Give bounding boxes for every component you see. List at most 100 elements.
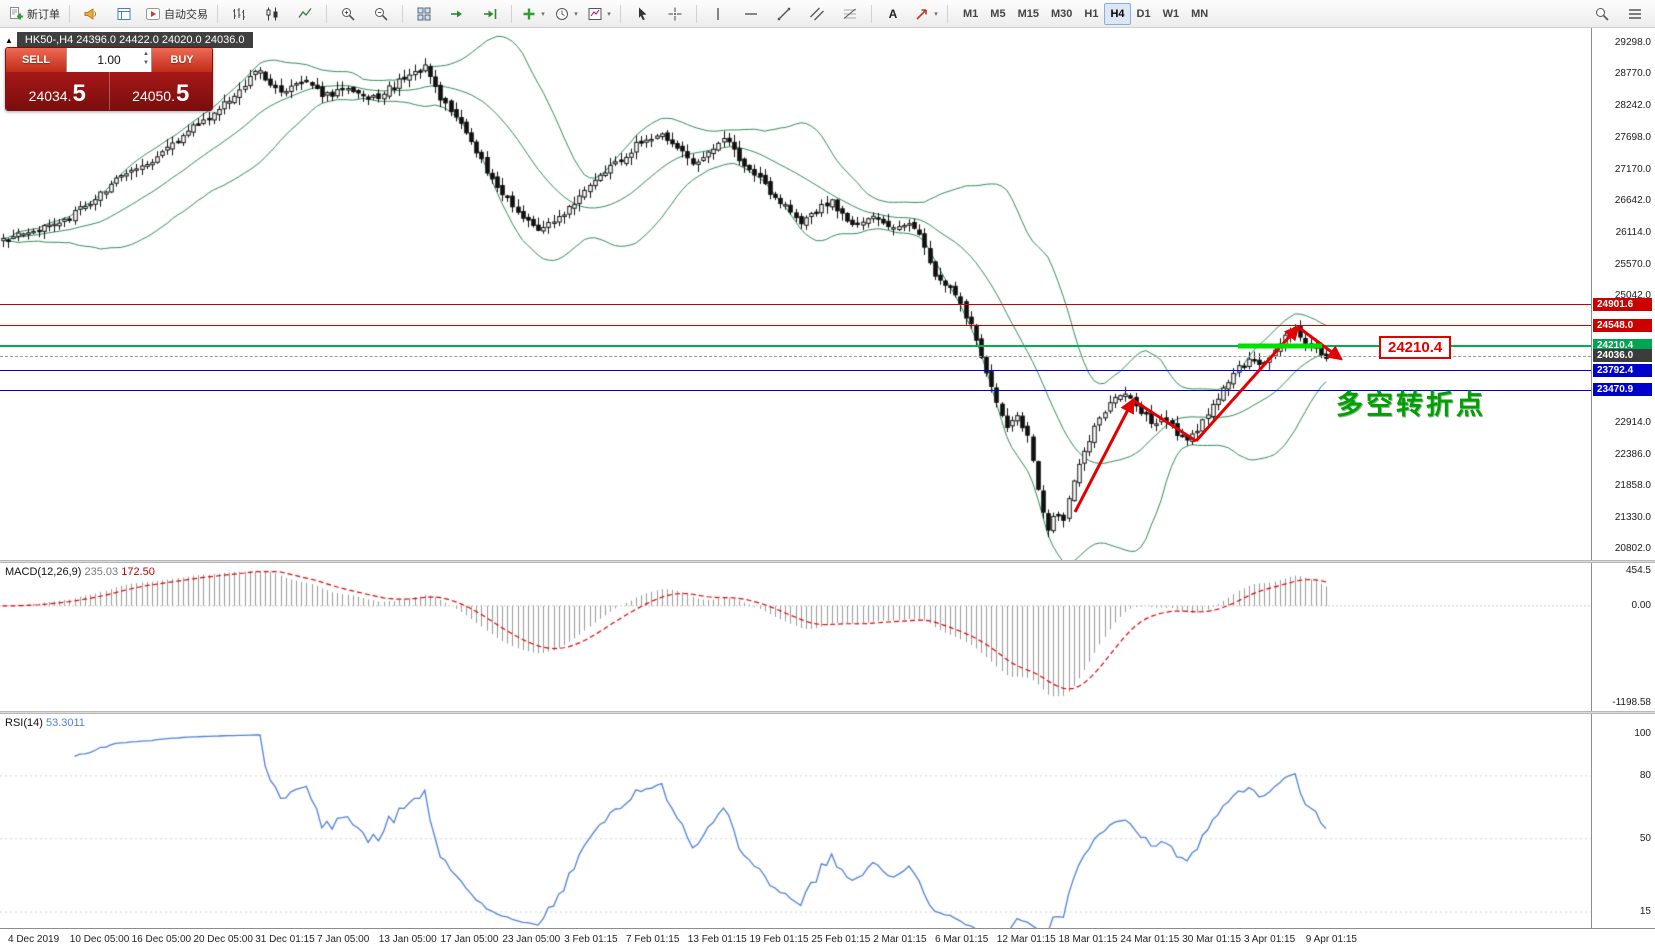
price-axis-label: 27170.0 [1614, 163, 1651, 175]
rsi-axis-label: 100 [1634, 728, 1651, 739]
macd-axis-label: -1198.58 [1612, 697, 1651, 708]
channel-button[interactable] [801, 2, 833, 26]
templates-icon [588, 7, 602, 20]
rsi-axis-label: 50 [1639, 832, 1651, 844]
time-axis-label: 7 Feb 01:15 [626, 934, 680, 945]
sell-price-pip: 5 [72, 80, 86, 107]
data-window-icon [117, 7, 131, 20]
arrows-tool-icon [916, 8, 928, 20]
zoom-in-button[interactable] [332, 2, 364, 26]
text-tool-button[interactable]: A [877, 2, 909, 26]
timeframe-button-w1[interactable]: W1 [1162, 7, 1180, 20]
time-axis-label: 18 Mar 01:15 [1058, 934, 1118, 945]
auto-scroll-icon [451, 10, 462, 17]
chart-shift-button[interactable] [474, 2, 506, 26]
zoom-out-icon [375, 7, 388, 21]
chevron-down-icon: ▾ [607, 10, 611, 18]
arrows-tool-button[interactable]: ▾ [910, 2, 942, 26]
candlestick-chart-button[interactable] [256, 2, 288, 26]
buy-button-label: BUY [170, 54, 194, 66]
vertical-line-icon [717, 7, 719, 20]
trendline-button[interactable] [768, 2, 800, 26]
zoom-out-button[interactable] [365, 2, 397, 26]
data-window-button[interactable] [108, 2, 140, 26]
auto-scroll-button[interactable] [441, 2, 473, 26]
cursor-button[interactable] [626, 2, 658, 26]
chevron-down-icon: ▾ [574, 10, 578, 18]
time-axis-label: 9 Apr 01:15 [1305, 934, 1357, 945]
symbol-ohlc-label: HK50-,H4 24396.0 24422.0 24020.0 24036.0 [16, 32, 253, 48]
timeframe-button-d1[interactable]: D1 [1136, 7, 1151, 20]
rsi-name: RSI(14) [5, 717, 43, 729]
autotrading-button[interactable]: 自动交易 [141, 2, 212, 26]
fibonacci-button[interactable] [834, 2, 866, 26]
turning-point-label[interactable]: 多空转折点 [1336, 390, 1486, 420]
symbol-header: ▲ HK50-,H4 24396.0 24422.0 24020.0 24036… [5, 32, 253, 48]
toolbar-separator [69, 4, 70, 23]
time-axis-label: 20 Dec 05:00 [193, 934, 253, 945]
search-icon [1596, 7, 1609, 21]
time-axis[interactable]: 4 Dec 2019 10 Dec 05:00 16 Dec 05:00 20 Dec… [0, 928, 1655, 950]
rsi-canvas[interactable] [0, 714, 1591, 928]
sell-price[interactable]: 24034. 5 [6, 72, 109, 110]
price-tag-24036.0: 24036.0 [1593, 349, 1652, 363]
timeframe-button-h4[interactable]: H4 [1104, 2, 1131, 25]
price-axis-label: 25042.0 [1614, 290, 1651, 302]
volume-up-icon[interactable]: ▲ [143, 51, 149, 57]
timeframe-button-m5[interactable]: M5 [990, 7, 1006, 20]
sell-button[interactable]: SELL [6, 48, 66, 72]
buy-price[interactable]: 24050. 5 [110, 72, 213, 110]
indicators-icon [523, 8, 535, 19]
main-chart-canvas[interactable] [0, 28, 1591, 560]
text-tool-icon: A [888, 6, 898, 21]
periods-button[interactable]: ▾ [550, 2, 582, 26]
collapse-panel-icon[interactable]: ▲ [5, 35, 13, 45]
menu-icon [1629, 8, 1641, 19]
panel-splitter[interactable] [0, 560, 1655, 563]
volume-input[interactable]: 1.00 ▲ ▼ [66, 48, 152, 72]
vertical-line-button[interactable] [702, 2, 734, 26]
buy-button[interactable]: BUY [152, 48, 212, 72]
price-axis-label: 22914.0 [1614, 417, 1651, 429]
price-axis-label: 26114.0 [1615, 226, 1651, 238]
menu-button[interactable] [1619, 2, 1651, 26]
main-price-scale[interactable]: 29298.0 28770.0 28242.0 27698.0 27170.0 26642… [1591, 28, 1655, 560]
volume-down-icon[interactable]: ▼ [143, 60, 149, 66]
time-axis-label: 13 Feb 01:15 [687, 934, 747, 945]
timeframe-button-mn[interactable]: MN [1191, 7, 1209, 20]
alerts-button[interactable] [75, 2, 107, 26]
time-axis-label: 3 Apr 01:15 [1244, 934, 1296, 945]
timeframe-button-h1[interactable]: H1 [1084, 7, 1099, 20]
candlestick-chart-icon [266, 7, 278, 20]
indicators-button[interactable]: ▾ [517, 2, 549, 26]
timeframe-button-m15[interactable]: M15 [1017, 7, 1039, 20]
chart-shift-icon [484, 8, 497, 19]
timeframe-button-m30[interactable]: M30 [1050, 7, 1073, 20]
bar-chart-button[interactable] [223, 2, 255, 26]
new-order-label: 新订单 [27, 8, 60, 21]
time-axis-label: 3 Feb 01:15 [564, 934, 618, 945]
timeframe-button-m1[interactable]: M1 [963, 7, 979, 20]
cursor-icon [639, 7, 647, 20]
macd-main-value: 235.03 [84, 566, 119, 578]
price-tag-23792.4: 23792.4 [1593, 363, 1652, 377]
price-tag-23470.9: 23470.9 [1593, 383, 1652, 397]
new-order-button[interactable]: 新订单 [4, 2, 64, 26]
panel-splitter[interactable] [0, 711, 1655, 714]
line-chart-button[interactable] [289, 2, 321, 26]
time-axis-label: 2 Mar 01:15 [873, 934, 927, 945]
price-callout-label[interactable]: 24210.4 [1379, 336, 1452, 359]
search-button[interactable] [1586, 2, 1618, 26]
buy-price-pip: 5 [175, 80, 190, 107]
horizontal-line-button[interactable] [735, 2, 767, 26]
toolbar-separator [402, 4, 403, 23]
crosshair-button[interactable] [659, 2, 691, 26]
rsi-scale[interactable]: 100 80 50 15 [1591, 714, 1655, 928]
zoom-in-icon [342, 7, 355, 21]
macd-scale[interactable]: 454.5 0.00 -1198.58 [1591, 563, 1655, 711]
templates-button[interactable]: ▾ [583, 2, 615, 26]
macd-canvas[interactable] [0, 563, 1591, 711]
volume-stepper[interactable]: ▲ ▼ [143, 50, 149, 68]
autotrading-icon [146, 7, 160, 20]
tile-windows-button[interactable] [408, 2, 440, 26]
